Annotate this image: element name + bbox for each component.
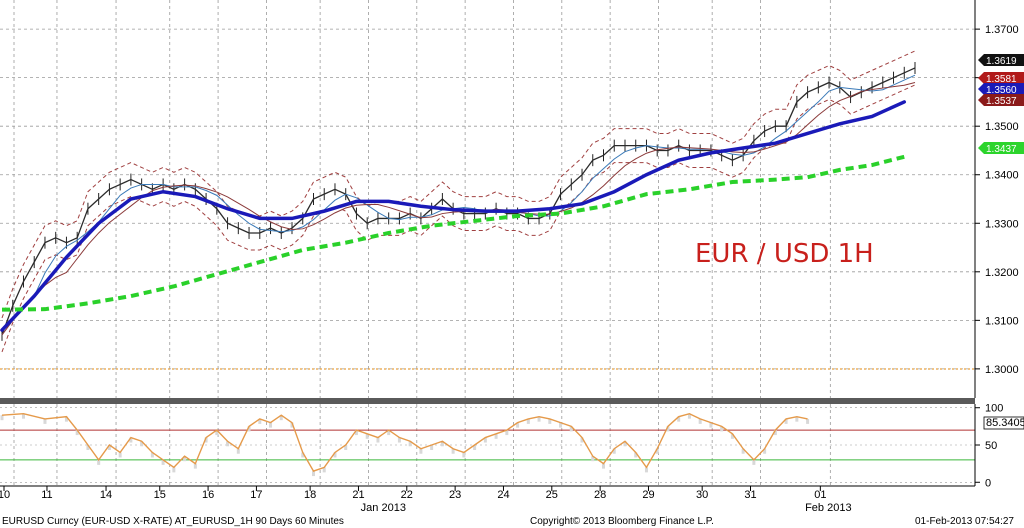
price-tick-label: 1.3100 [985, 315, 1019, 327]
month-label: Jan 2013 [361, 502, 406, 514]
long-ma-dashed-line [1, 154, 905, 312]
footer-security-description: EURUSD Curncy (EUR-USD X-RATE) AT_EURUSD… [2, 516, 344, 527]
indicator-value-label: 85.3405 [986, 417, 1024, 429]
time-tick-label: 15 [154, 489, 166, 501]
price-tag [978, 83, 1024, 95]
indicator-tick-label: 100 [985, 403, 1003, 415]
time-tick-label: 10 [0, 489, 10, 501]
indicator-axis: 0 50 100 [975, 403, 1003, 489]
price-tag-label: 1.3437 [986, 144, 1017, 155]
indicator-tick-label: 50 [985, 440, 997, 452]
time-tick-label: 16 [202, 489, 214, 501]
price-tag-label: 1.3619 [986, 56, 1017, 67]
time-tick-label: 17 [250, 489, 262, 501]
price-tick-label: 1.3000 [985, 364, 1019, 376]
price-tag-label: 1.3581 [986, 74, 1017, 85]
medium-ma-line [1, 82, 916, 336]
indicator-plot-area [0, 404, 975, 486]
time-tick-label: 23 [449, 489, 461, 501]
time-tick-label: 30 [696, 489, 708, 501]
indicator-line [1, 412, 808, 472]
fast-ma-line [1, 74, 916, 336]
panel-separator [0, 398, 975, 404]
time-tick-label: 01 [814, 489, 826, 501]
moving-average-series [0, 100, 907, 332]
price-tick-label: 1.3700 [985, 24, 1019, 36]
price-tag [978, 142, 1024, 154]
time-tick-label: 21 [352, 489, 364, 501]
price-series [1, 50, 916, 353]
price-tick-label: 1.3500 [985, 121, 1019, 133]
indicator-value-tag [983, 416, 1024, 430]
price-tag [978, 72, 1024, 84]
time-tick-label: 18 [304, 489, 316, 501]
price-tag-label: 1.3560 [986, 85, 1017, 96]
time-tick-label: 31 [744, 489, 756, 501]
time-tick-label: 14 [100, 489, 112, 501]
indicator-tick-label: 0 [985, 477, 991, 489]
price-tag-label: 1.3537 [986, 96, 1017, 107]
upper-band [1, 50, 916, 319]
price-tick-label: 1.3400 [985, 170, 1019, 182]
indicator-series [0, 412, 810, 477]
chart-title: EUR / USD 1H [695, 239, 874, 269]
time-tick-label: 28 [594, 489, 606, 501]
price-tick-label: 1.3300 [985, 218, 1019, 230]
time-tick-label: 11 [41, 489, 52, 501]
footer-copyright: Copyright© 2013 Bloomberg Finance L.P. [530, 516, 714, 527]
time-tick-label: 24 [497, 489, 509, 501]
price-tag [978, 94, 1024, 106]
time-tick-label: 25 [546, 489, 558, 501]
slow-ma-line [0, 100, 907, 332]
time-axis: 10 11 14 15 16 17 18 21 22 23 24 25 28 29 30 31 01 Jan 20… [0, 486, 852, 514]
price-plot-area: EUR / USD 1H [0, 0, 975, 398]
price-tag [978, 54, 1024, 66]
footer-timestamp: 01-Feb-2013 07:54:27 [915, 516, 1014, 527]
month-label: Feb 2013 [805, 502, 851, 514]
time-tick-label: 29 [642, 489, 654, 501]
price-tick-label: 1.3200 [985, 267, 1019, 279]
price-grid [0, 0, 975, 398]
time-tick-label: 22 [401, 489, 413, 501]
